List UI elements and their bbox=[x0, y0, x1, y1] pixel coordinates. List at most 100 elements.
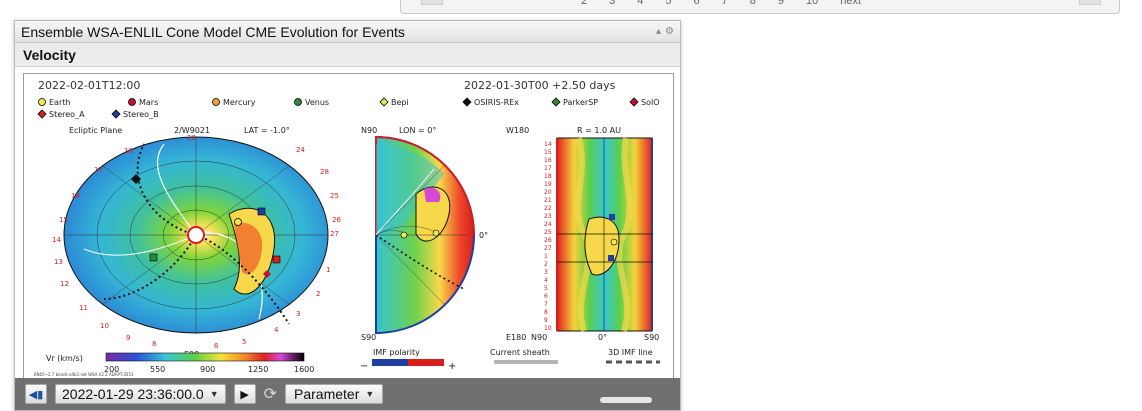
svg-text:15: 15 bbox=[544, 149, 552, 156]
bg-page-link[interactable]: 10 bbox=[806, 0, 819, 7]
bg-page-link[interactable]: 2 bbox=[581, 0, 588, 7]
bg-page-link[interactable]: 6 bbox=[693, 0, 700, 7]
svg-text:9: 9 bbox=[544, 317, 548, 324]
date-select[interactable]: 2022-01-29 23:36:00.0 ▼ bbox=[55, 384, 226, 404]
ecliptic-sub-label: 2/W9021 bbox=[174, 126, 210, 135]
ring-number: 16 bbox=[71, 192, 80, 200]
background-window: 2 3 4 5 6 7 8 9 10 next bbox=[400, 0, 1120, 14]
svg-text:27: 27 bbox=[544, 245, 552, 252]
e180-n90-label: N90 bbox=[531, 333, 547, 342]
speed-slider[interactable] bbox=[600, 397, 652, 403]
imf-plus: + bbox=[448, 361, 456, 372]
svg-text:10: 10 bbox=[544, 325, 552, 332]
legend-label: Mercury bbox=[223, 98, 256, 107]
legend-label: SolO bbox=[641, 98, 660, 107]
svg-text:17: 17 bbox=[544, 165, 552, 172]
ring-number: 20 bbox=[187, 134, 196, 142]
legend-label: ParkerSP bbox=[563, 98, 598, 107]
legend-marker-bepi bbox=[379, 97, 389, 107]
play-button[interactable]: ▶ bbox=[233, 384, 256, 404]
svg-text:20: 20 bbox=[544, 189, 552, 196]
ring-number: 11 bbox=[79, 304, 88, 312]
left-timestamp: 2022-02-01T12:00 bbox=[38, 79, 140, 92]
ecliptic-label: Ecliptic Plane bbox=[69, 126, 122, 135]
ring-number: 4 bbox=[274, 326, 279, 334]
svg-text:26: 26 bbox=[544, 237, 552, 244]
velocity-plot-svg: 2022-02-01T12:00 2022-01-30T00 +2.50 day… bbox=[34, 79, 660, 377]
bg-button-left[interactable] bbox=[421, 0, 443, 5]
svg-text:21: 21 bbox=[544, 197, 552, 204]
legend-marker-osiris bbox=[462, 97, 472, 107]
zero-deg-label: 0° bbox=[479, 231, 488, 240]
legend-marker-mars bbox=[128, 98, 136, 106]
imf-label: IMF polarity bbox=[373, 348, 420, 357]
ring-number: 26 bbox=[332, 216, 341, 224]
n90-label: N90 bbox=[361, 126, 377, 135]
svg-text:25: 25 bbox=[544, 229, 552, 236]
legend-label: Stereo_B bbox=[123, 110, 159, 119]
side-27-label: 27 bbox=[330, 230, 339, 238]
scale-tick: 200 bbox=[104, 365, 119, 374]
parameter-select[interactable]: Parameter ▼ bbox=[285, 384, 384, 404]
loop-icon[interactable]: ⟳ bbox=[263, 386, 278, 403]
bg-page-link[interactable]: next bbox=[840, 0, 862, 7]
bg-page-link[interactable]: 4 bbox=[637, 0, 644, 7]
date-value: 2022-01-29 23:36:00.0 bbox=[62, 386, 204, 402]
svg-text:18: 18 bbox=[544, 173, 552, 180]
skip-back-button[interactable]: ◀▮ bbox=[25, 384, 47, 404]
ring-number: 15 bbox=[59, 216, 68, 224]
scale-title: Vr (km/s) bbox=[46, 354, 83, 363]
panel-title-bar: Ensemble WSA-ENLIL Cone Model CME Evolut… bbox=[15, 21, 680, 43]
cme-evolution-panel: Ensemble WSA-ENLIL Cone Model CME Evolut… bbox=[14, 20, 681, 411]
ring-number: 9 bbox=[126, 334, 130, 342]
ring-number: 25 bbox=[330, 192, 339, 200]
bg-page-link[interactable]: 8 bbox=[749, 0, 756, 7]
scale-tick: 1600 bbox=[294, 365, 314, 374]
skip-back-icon: ◀▮ bbox=[28, 388, 44, 401]
sheath-label: Current sheath bbox=[490, 348, 550, 357]
bottom-zero-label: 0° bbox=[598, 333, 607, 342]
r-label: R = 1.0 AU bbox=[577, 126, 621, 135]
bg-page-link[interactable]: 9 bbox=[777, 0, 784, 7]
bg-page-link[interactable]: 7 bbox=[721, 0, 728, 7]
ring-number: 3 bbox=[296, 310, 300, 318]
bg-page-link[interactable]: 5 bbox=[665, 0, 672, 7]
playback-toolbar: ◀▮ 2022-01-29 23:36:00.0 ▼ ▶ ⟳ Parameter… bbox=[15, 378, 680, 410]
ring-number: 18 bbox=[124, 147, 133, 155]
legend-marker-solo bbox=[629, 97, 639, 107]
ring-number: 24 bbox=[296, 146, 305, 154]
ring-number: 14 bbox=[52, 236, 61, 244]
collapse-icon[interactable]: ▴ bbox=[656, 26, 662, 37]
imf-minus: − bbox=[360, 361, 368, 372]
bg-button-right[interactable] bbox=[1079, 0, 1101, 5]
legend-marker-venus bbox=[294, 98, 302, 106]
scale-tick: 550 bbox=[150, 365, 165, 374]
panel-controls: ▴ ⚙ bbox=[656, 26, 674, 37]
w180-label: W180 bbox=[506, 126, 529, 135]
ring-number: 1 bbox=[326, 266, 330, 274]
imf3d-label: 3D IMF line bbox=[608, 348, 653, 357]
section-title: Velocity bbox=[15, 43, 680, 67]
svg-text:6: 6 bbox=[544, 293, 548, 300]
chevron-down-icon: ▼ bbox=[365, 389, 375, 399]
legend-label: Venus bbox=[305, 98, 329, 107]
velocity-plot-image: 2022-02-01T12:00 2022-01-30T00 +2.50 day… bbox=[23, 73, 674, 379]
plot-footnote: EN65~2.7 bonds-a4b1-set WSA.V2.2 ADAPT-3… bbox=[34, 372, 134, 377]
imf-polarity-legend: IMF polarity − + bbox=[360, 348, 456, 372]
lat-label: LAT = -1.0° bbox=[244, 126, 290, 135]
ring-number: 17 bbox=[94, 166, 103, 174]
legend-label: OSIRIS-REx bbox=[474, 98, 519, 107]
panel-title: Ensemble WSA-ENLIL Cone Model CME Evolut… bbox=[21, 23, 405, 40]
legend-marker-parker bbox=[551, 97, 561, 107]
ring-number: 12 bbox=[60, 280, 69, 288]
gear-icon[interactable]: ⚙ bbox=[665, 26, 674, 37]
scale-tick: 1250 bbox=[248, 365, 268, 374]
svg-text:23: 23 bbox=[544, 213, 552, 220]
chevron-down-icon: ▼ bbox=[209, 389, 219, 399]
s90-label: S90 bbox=[361, 333, 376, 342]
meridional-plane-plot: 0° S90 bbox=[361, 135, 488, 342]
current-sheath-legend: Current sheath bbox=[490, 348, 558, 364]
bg-page-link[interactable]: 3 bbox=[609, 0, 616, 7]
svg-text:16: 16 bbox=[544, 157, 552, 164]
bg-pager: 2 3 4 5 6 7 8 9 10 next bbox=[581, 0, 861, 7]
